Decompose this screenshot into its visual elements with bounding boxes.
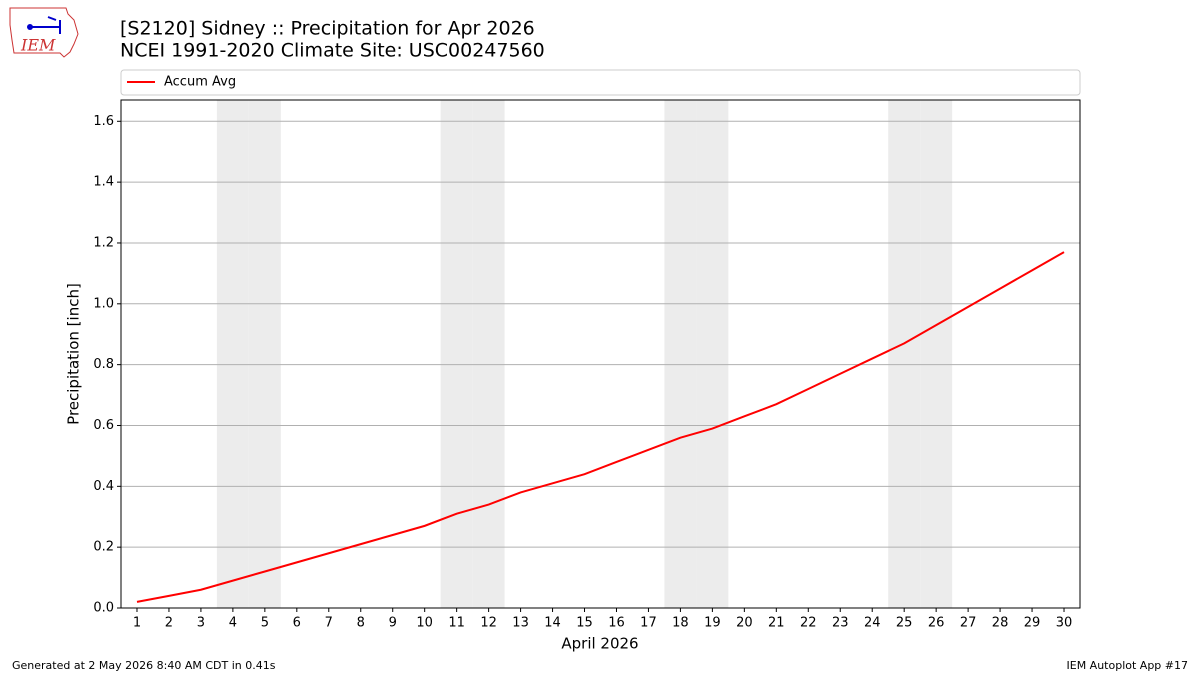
y-tick-label: 1.4 — [93, 175, 114, 190]
weekend-shade — [920, 100, 953, 608]
chart-title: [S2120] Sidney :: Precipitation for Apr … — [120, 18, 535, 40]
x-tick-label: 5 — [261, 616, 269, 631]
x-tick-label: 9 — [389, 616, 397, 631]
weekend-shade — [664, 100, 697, 608]
x-tick-label: 12 — [480, 616, 497, 631]
x-tick-label: 11 — [448, 616, 465, 631]
y-tick-label: 0.6 — [93, 418, 114, 433]
x-tick-label: 24 — [864, 616, 881, 631]
x-tick-label: 7 — [325, 616, 333, 631]
logo-outline — [9, 7, 79, 58]
weekend-shade — [440, 100, 473, 608]
y-tick-label: 0.4 — [93, 479, 114, 494]
y-tick-label: 0.2 — [93, 540, 114, 555]
weekend-shade — [216, 100, 249, 608]
x-tick-label: 21 — [768, 616, 785, 631]
x-tick-label: 25 — [896, 616, 913, 631]
x-tick-label: 16 — [608, 616, 625, 631]
footer-right: IEM Autoplot App #17 — [1067, 659, 1189, 672]
x-tick-label: 30 — [1056, 616, 1073, 631]
x-tick-label: 6 — [293, 616, 301, 631]
legend-box — [120, 69, 1081, 96]
logo: IEM — [9, 7, 79, 58]
weekend-shade — [696, 100, 729, 608]
plot-frame — [120, 99, 1081, 609]
weekend-shade — [472, 100, 505, 608]
y-tick-label: 0.0 — [93, 601, 114, 616]
x-tick-label: 20 — [736, 616, 753, 631]
logo-dot — [27, 24, 33, 30]
x-tick-label: 14 — [544, 616, 561, 631]
x-tick-label: 13 — [512, 616, 529, 631]
x-tick-label: 23 — [832, 616, 849, 631]
y-tick-label: 1.6 — [93, 114, 114, 129]
weekend-shade — [248, 100, 281, 608]
x-tick-label: 1 — [133, 616, 141, 631]
legend-label: Accum Avg — [164, 75, 236, 90]
x-tick-label: 22 — [800, 616, 817, 631]
x-tick-label: 29 — [1024, 616, 1041, 631]
footer-left: Generated at 2 May 2026 8:40 AM CDT in 0… — [12, 659, 276, 672]
x-tick-label: 28 — [992, 616, 1009, 631]
y-tick-label: 0.8 — [93, 357, 114, 372]
x-tick-label: 15 — [576, 616, 593, 631]
y-tick-label: 1.2 — [93, 235, 114, 250]
x-tick-label: 10 — [416, 616, 433, 631]
x-tick-label: 4 — [229, 616, 237, 631]
x-tick-label: 2 — [165, 616, 173, 631]
x-tick-label: 17 — [640, 616, 657, 631]
logo-icon — [30, 16, 61, 34]
weekend-shade — [888, 100, 921, 608]
y-axis-label: Precipitation [inch] — [65, 283, 83, 425]
y-tick-label: 1.0 — [93, 296, 114, 311]
x-tick-label: 3 — [197, 616, 205, 631]
logo-text: IEM — [20, 36, 56, 55]
x-tick-label: 8 — [357, 616, 365, 631]
data-line — [136, 251, 1065, 603]
x-tick-label: 19 — [704, 616, 721, 631]
chart-subtitle: NCEI 1991-2020 Climate Site: USC00247560 — [120, 40, 545, 62]
x-tick-label: 18 — [672, 616, 689, 631]
x-tick-label: 26 — [928, 616, 945, 631]
x-axis-label: April 2026 — [561, 635, 638, 653]
x-tick-label: 27 — [960, 616, 977, 631]
